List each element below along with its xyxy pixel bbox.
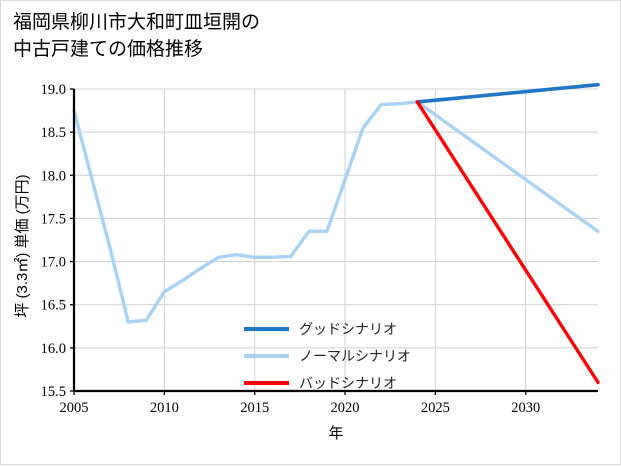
y-tick-label: 16.0: [41, 341, 66, 357]
x-tick-label: 2005: [60, 400, 89, 416]
y-tick-label: 19.0: [41, 82, 66, 98]
y-tick-label: 18.5: [41, 125, 66, 141]
y-tick-labels: 15.5 16.0 16.5 17.0 17.5 18.0 18.5 19.0: [41, 82, 74, 400]
y-tick-label: 18.0: [41, 168, 66, 184]
y-tick-label: 16.5: [41, 298, 66, 314]
y-tick-label: 17.0: [41, 255, 66, 271]
legend-label-グッドシナリオ: グッドシナリオ: [299, 321, 397, 337]
series-line-ノーマルシナリオ: [72, 100, 600, 324]
y-axis-title: 坪 (3.3㎡) 単価 (万円): [14, 174, 31, 317]
x-tick-label: 2015: [240, 400, 269, 416]
page-title: 福岡県柳川市大和町皿垣開の 中古戸建ての価格推移: [13, 12, 261, 60]
x-tick-labels: 2005 2010 2015 2020 2025 2030: [60, 391, 540, 416]
x-axis-title: 年: [328, 425, 343, 442]
y-tick-label: 17.5: [41, 211, 66, 227]
x-tick-label: 2020: [331, 400, 360, 416]
series-group: [72, 82, 600, 385]
y-tick-label: 15.5: [41, 384, 66, 400]
x-tick-label: 2030: [511, 400, 540, 416]
series-line-グッドシナリオ: [415, 82, 600, 104]
series-line-バッドシナリオ: [415, 100, 600, 385]
gridlines-vertical: [73, 89, 527, 391]
gridlines-horizontal: [74, 88, 598, 392]
legend-label-ノーマルシナリオ: ノーマルシナリオ: [299, 348, 411, 364]
legend-label-バッドシナリオ: バッドシナリオ: [299, 375, 397, 391]
x-tick-label: 2025: [421, 400, 450, 416]
x-tick-label: 2010: [150, 400, 179, 416]
